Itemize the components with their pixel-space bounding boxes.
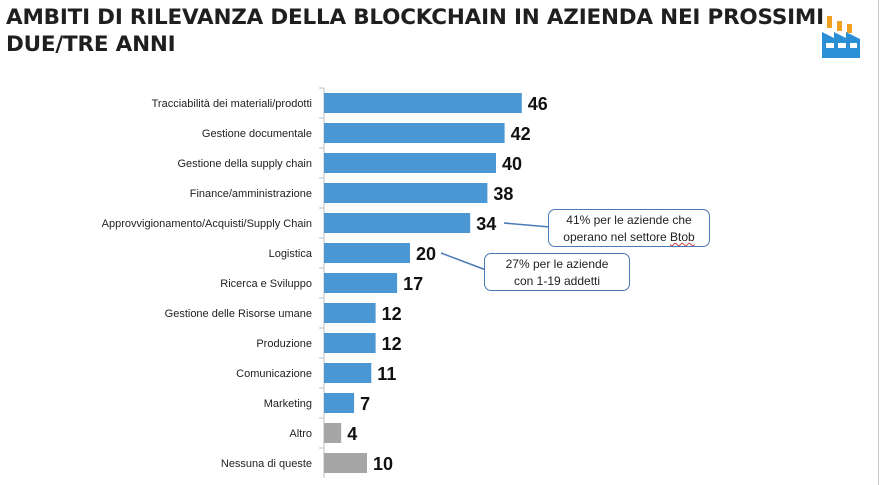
callout-a-line-2: operano nel settore Btob bbox=[563, 230, 695, 244]
bar bbox=[324, 93, 522, 113]
data-label: 38 bbox=[493, 184, 513, 204]
bar bbox=[324, 213, 471, 233]
category-label: Nessuna di queste bbox=[221, 458, 312, 470]
data-label: 7 bbox=[360, 394, 370, 414]
data-label: 12 bbox=[382, 304, 402, 324]
category-label: Gestione della supply chain bbox=[177, 158, 312, 170]
bar bbox=[324, 183, 488, 203]
callout-connector bbox=[503, 222, 551, 228]
category-label: Ricerca e Sviluppo bbox=[220, 278, 312, 290]
category-label: Gestione documentale bbox=[202, 128, 312, 140]
callout-a-line-1: 41% per le aziende che bbox=[566, 213, 692, 227]
data-label: 17 bbox=[403, 274, 423, 294]
callout-approvvigionamento: 41% per le aziende che operano nel setto… bbox=[548, 209, 710, 247]
bar bbox=[324, 393, 355, 413]
btob-word: Btob bbox=[670, 230, 695, 244]
callout-b-line-2: con 1-19 addetti bbox=[513, 274, 601, 288]
category-label: Gestione delle Risorse umane bbox=[165, 308, 312, 320]
bar-chart: Tracciabilità dei materiali/prodotti 46 Ge… bbox=[102, 87, 551, 478]
callout-connector bbox=[440, 252, 487, 271]
category-label: Finance/amministrazione bbox=[190, 188, 312, 200]
bar bbox=[324, 423, 342, 443]
callout-logistica: 27% per le aziende con 1-19 addetti bbox=[484, 253, 630, 291]
bar bbox=[324, 303, 376, 323]
data-label: 12 bbox=[382, 334, 402, 354]
data-label: 4 bbox=[347, 424, 357, 444]
bar bbox=[324, 333, 376, 353]
data-label: 11 bbox=[377, 364, 396, 384]
frame-border bbox=[878, 0, 879, 485]
data-label: 40 bbox=[502, 154, 522, 174]
title-line-2: DUE/TRE ANNI bbox=[6, 32, 176, 57]
title-line-1: AMBITI DI RILEVANZA DELLA BLOCKCHAIN IN … bbox=[6, 5, 824, 30]
category-label: Comunicazione bbox=[236, 368, 312, 380]
bar bbox=[324, 123, 505, 143]
bar bbox=[324, 273, 398, 293]
category-label: Tracciabilità dei materiali/prodotti bbox=[152, 98, 312, 110]
category-label: Produzione bbox=[256, 338, 312, 350]
category-label: Logistica bbox=[269, 248, 313, 260]
page-title: AMBITI DI RILEVANZA DELLA BLOCKCHAIN IN … bbox=[6, 4, 824, 58]
bar bbox=[324, 243, 410, 263]
callout-b-line-1: 27% per le aziende bbox=[505, 257, 609, 271]
category-label: Altro bbox=[289, 428, 312, 440]
category-label: Approvvigionamento/Acquisti/Supply Chain bbox=[102, 218, 312, 230]
data-label: 46 bbox=[528, 94, 548, 114]
category-label: Marketing bbox=[264, 398, 312, 410]
data-label: 42 bbox=[511, 124, 531, 144]
bar bbox=[324, 363, 372, 383]
data-label: 20 bbox=[416, 244, 436, 264]
bar bbox=[324, 153, 496, 173]
data-label: 10 bbox=[373, 454, 393, 474]
factory-icon bbox=[822, 16, 860, 58]
bar bbox=[324, 453, 367, 473]
data-label: 34 bbox=[476, 214, 496, 234]
